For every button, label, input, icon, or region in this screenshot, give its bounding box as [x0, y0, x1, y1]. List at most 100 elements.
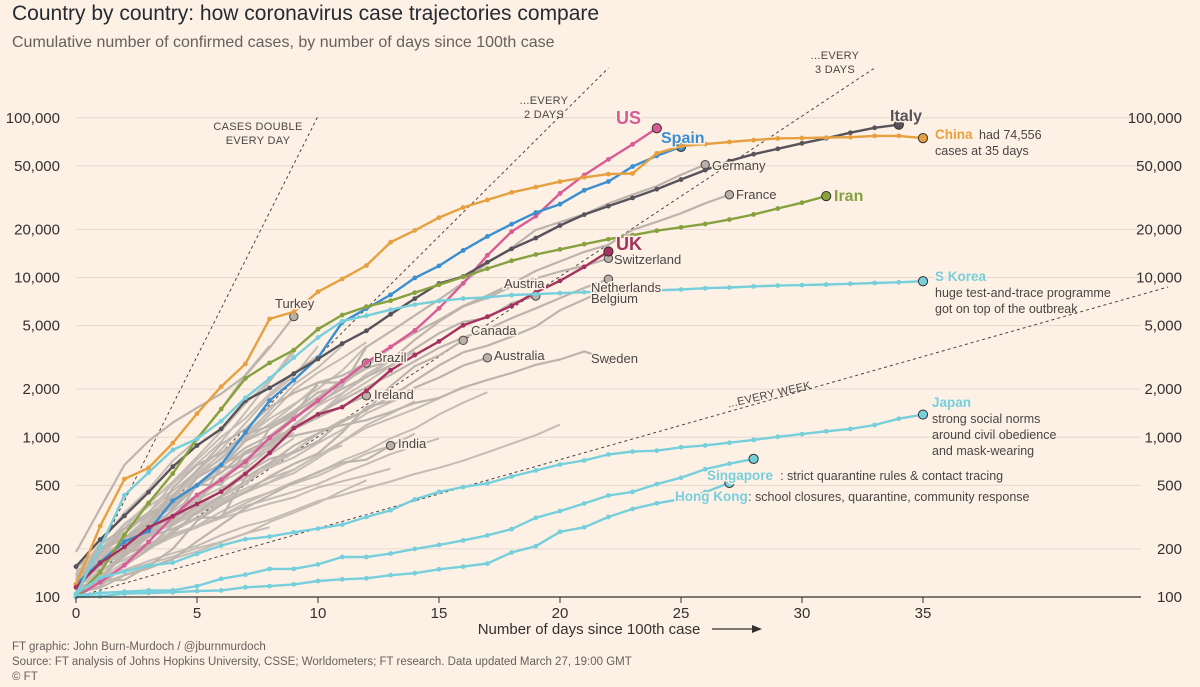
point-italy [218, 426, 224, 432]
point-iran [243, 375, 248, 381]
point-hong-kong [194, 588, 200, 594]
y-tick-label-right-100: 100 [1157, 589, 1182, 606]
point-s-korea [460, 296, 466, 301]
point-hong-kong [291, 581, 297, 587]
series-singapore [73, 453, 759, 599]
label-turkey: Turkey [275, 296, 315, 311]
point-japan [630, 449, 635, 454]
point-italy [485, 259, 490, 265]
point-spain [218, 462, 224, 468]
point-uk [388, 367, 393, 373]
point-spain [267, 398, 272, 404]
point-iran [509, 258, 514, 264]
point-italy [339, 341, 345, 346]
point-italy [533, 235, 539, 241]
point-japan [485, 481, 490, 486]
point-singapore [727, 461, 732, 467]
end-marker-hong-kong [724, 477, 735, 488]
point-uk [73, 584, 79, 590]
end-marker-singapore [748, 453, 759, 464]
point-japan [654, 448, 660, 454]
label-india: India [398, 436, 427, 451]
point-japan [848, 426, 853, 432]
point-spain [630, 164, 635, 169]
note-line: around civil obedience [932, 428, 1056, 442]
point-iran [97, 569, 103, 575]
point-china [170, 440, 176, 446]
point-hong-kong [678, 496, 684, 502]
point-italy [630, 195, 635, 201]
point-spain [194, 482, 200, 488]
point-singapore [460, 538, 466, 543]
point-iran [581, 241, 587, 247]
point-singapore [557, 508, 563, 514]
point-japan [581, 458, 587, 463]
y-tick-label-right-500: 500 [1157, 477, 1182, 494]
note-singapore: : strict quarantine rules & contact trac… [780, 469, 1003, 483]
x-tick-label-25: 25 [673, 605, 690, 622]
label-netherlands: Netherlands [591, 280, 662, 295]
label-switzerland: Switzerland [614, 252, 681, 267]
point-spain [460, 248, 466, 253]
footer-credit: FT graphic: John Burn-Murdoch / @jburnmu… [12, 641, 266, 653]
label-s-korea: S Korea [935, 269, 987, 284]
point-singapore [436, 542, 442, 548]
point-s-korea [388, 307, 393, 313]
point-hong-kong [654, 500, 660, 506]
point-singapore [364, 554, 369, 560]
y-tick-label-right-100000: 100,000 [1128, 110, 1182, 127]
point-iran [412, 290, 418, 296]
point-hong-kong [460, 564, 466, 569]
note-line: strong social norms [932, 412, 1040, 426]
y-tick-label-left-1000: 1,000 [22, 429, 60, 446]
point-china [678, 143, 684, 149]
point-hong-kong [509, 550, 514, 555]
series-us [73, 123, 662, 600]
point-japan [364, 514, 369, 520]
line-iran [75, 194, 827, 598]
label-iran: Iran [834, 188, 863, 205]
point-hong-kong [702, 489, 708, 495]
guide-label-3-days: ...EVERY 3 DAYS [811, 50, 860, 76]
x-tick-label-20: 20 [552, 605, 569, 622]
point-hong-kong [606, 514, 611, 520]
x-tick-label-35: 35 [915, 605, 932, 622]
point-singapore [630, 489, 635, 495]
point-s-korea [122, 492, 127, 498]
point-singapore [218, 576, 224, 582]
point-spain [606, 179, 611, 184]
point-s-korea [218, 418, 224, 424]
footer-copyright: © FT [12, 671, 38, 683]
point-s-korea [654, 287, 660, 293]
x-tick-label-5: 5 [193, 605, 201, 622]
point-china [630, 171, 635, 176]
label-germany: Germany [712, 158, 766, 173]
guide-label-line: ...EVERY [811, 50, 860, 62]
point-s-korea [170, 447, 176, 453]
point-s-korea [97, 545, 103, 550]
y-tick-label-right-1000: 1,000 [1144, 429, 1182, 446]
point-s-korea [339, 318, 345, 324]
line-germany [75, 163, 706, 580]
point-uk [460, 322, 466, 328]
point-hong-kong [97, 593, 103, 599]
point-singapore [243, 572, 248, 578]
point-japan [97, 575, 103, 581]
point-us [460, 280, 466, 286]
point-italy [654, 186, 660, 192]
point-us [557, 191, 563, 196]
label-japan: Japan [932, 395, 971, 410]
point-italy [872, 125, 877, 131]
point-hong-kong [557, 529, 563, 535]
series-hong-kong [73, 477, 735, 600]
point-s-korea [727, 285, 732, 290]
point-s-korea [872, 280, 877, 286]
end-marker-uk [603, 246, 614, 257]
guide-label-line: ...EVERY WEEK [726, 380, 812, 411]
note-japan: strong social norms around civil obedienc… [932, 412, 1056, 458]
point-s-korea [364, 313, 369, 319]
point-spain [533, 210, 539, 215]
point-us [339, 378, 345, 384]
label-uk: UK [616, 234, 642, 254]
point-japan [218, 543, 224, 548]
